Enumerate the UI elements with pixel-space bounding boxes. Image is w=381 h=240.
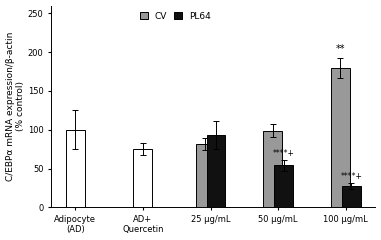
- Bar: [263, 131, 282, 207]
- Y-axis label: C/EBPα mRNA expression/β-actin
(% control): C/EBPα mRNA expression/β-actin (% contro…: [6, 32, 25, 181]
- Legend: CV, PL64: CV, PL64: [137, 8, 214, 24]
- Text: ****+: ****+: [273, 150, 295, 158]
- Text: ****+: ****+: [340, 172, 362, 181]
- Bar: [331, 68, 350, 207]
- Bar: [66, 130, 85, 207]
- Bar: [133, 149, 152, 207]
- Bar: [342, 186, 361, 207]
- Text: **: **: [336, 44, 345, 54]
- Bar: [274, 166, 293, 207]
- Bar: [207, 135, 226, 207]
- Bar: [196, 144, 215, 207]
